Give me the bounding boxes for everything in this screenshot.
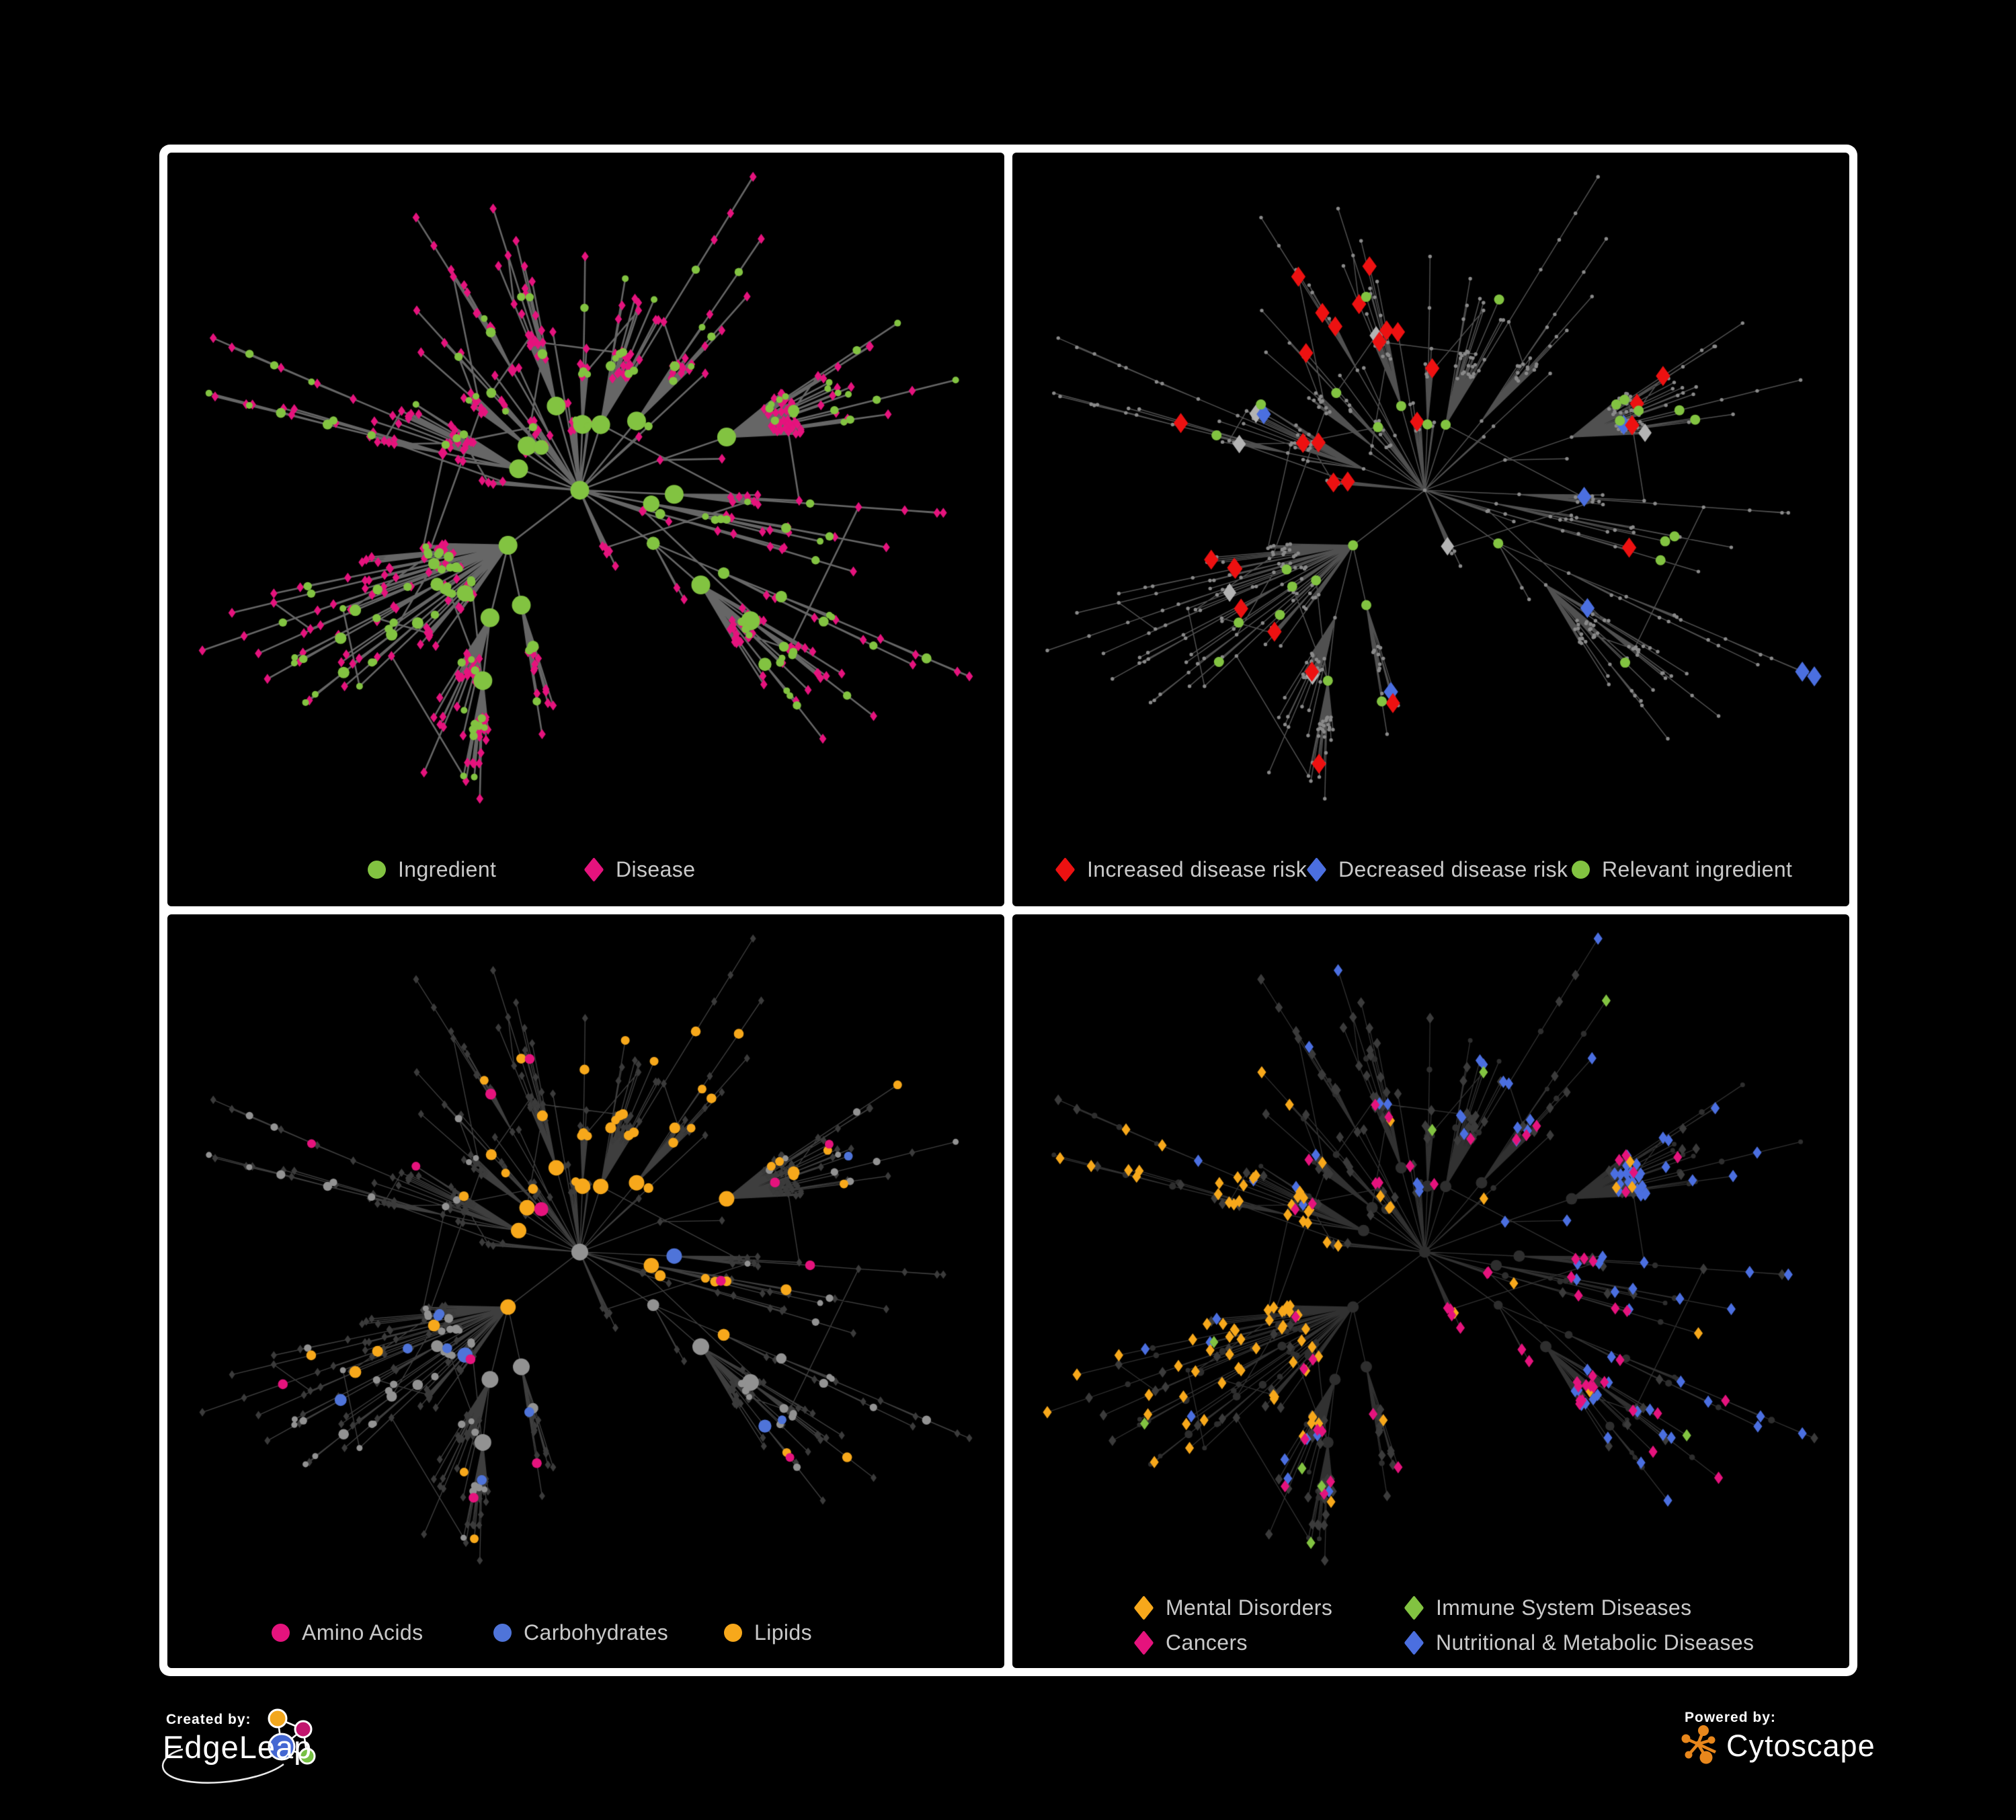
panel-nutrient-classes: Amino Acids Carbohydrates Lipids	[167, 914, 1004, 1668]
carbohydrates-circle-swatch	[493, 1623, 512, 1642]
legend-item-lipids: Lipids	[724, 1619, 812, 1646]
increased-risk-diamond-swatch	[1055, 857, 1076, 882]
powered-by-label: Powered by:	[1685, 1710, 1776, 1725]
edgeleap-swoosh	[161, 1748, 284, 1784]
cancers-diamond-swatch	[1133, 1630, 1154, 1655]
mental-disorders-diamond-swatch	[1133, 1595, 1154, 1620]
legend-item-increased-risk: Increased disease risk	[1055, 856, 1307, 883]
legend-item-relevant-ingredient: Relevant ingredient	[1572, 856, 1792, 883]
panel-disease-risk: Increased disease risk Decreased disease…	[1012, 153, 1849, 906]
edgeleap-wordmark: EdgeLeap	[163, 1729, 312, 1765]
legend-item-cancers: Cancers	[1133, 1629, 1248, 1656]
legend-item-mental-disorders: Mental Disorders	[1133, 1594, 1333, 1621]
edgeleap-logo: EdgeLeap	[161, 1708, 316, 1784]
cytoscape-wordmark: Cytoscape	[1726, 1729, 1876, 1763]
legend-label: Nutritional & Metabolic Diseases	[1436, 1630, 1755, 1655]
network-canvas-disease-classes	[1012, 914, 1849, 1668]
relevant-ingredient-circle-swatch	[1572, 860, 1590, 879]
legend-item-carbohydrates: Carbohydrates	[493, 1619, 668, 1646]
legend-label: Relevant ingredient	[1602, 857, 1793, 881]
legend-label: Carbohydrates	[524, 1620, 669, 1645]
panel-ingredient-disease: Ingredient Disease	[167, 153, 1004, 906]
figure-frame: Ingredient Disease Increased disease ris…	[159, 145, 1857, 1676]
disease-diamond-swatch	[583, 857, 604, 882]
cytoscape-logo: Cytoscape	[1681, 1725, 1876, 1767]
network-canvas-disease-risk	[1012, 153, 1849, 906]
legend-label: Decreased disease risk	[1338, 857, 1568, 881]
legend-label: Ingredient	[398, 857, 497, 881]
network-canvas-nutrient-classes	[167, 914, 1004, 1668]
nutritional-diseases-diamond-swatch	[1404, 1630, 1424, 1655]
created-by-label: Created by:	[166, 1712, 251, 1727]
legend-item-ingredient: Ingredient	[368, 856, 496, 883]
legend-label: Disease	[616, 857, 696, 881]
immune-diseases-diamond-swatch	[1404, 1595, 1424, 1620]
ingredient-circle-swatch	[368, 860, 386, 879]
amino-acids-circle-swatch	[272, 1623, 290, 1642]
legend-item-amino-acids: Amino Acids	[272, 1619, 423, 1646]
legend-label: Immune System Diseases	[1436, 1595, 1692, 1620]
legend-label: Increased disease risk	[1087, 857, 1307, 881]
legend-item-disease: Disease	[583, 856, 696, 883]
lipids-circle-swatch	[724, 1623, 742, 1642]
edgeleap-orange-node	[268, 1708, 288, 1729]
legend-item-immune-system-diseases: Immune System Diseases	[1404, 1594, 1691, 1621]
legend-label: Mental Disorders	[1166, 1595, 1333, 1620]
cytoscape-icon	[1681, 1725, 1716, 1764]
edgeleap-blue-node	[268, 1733, 296, 1761]
network-canvas-ingredient-disease	[167, 153, 1004, 906]
legend-label: Amino Acids	[302, 1620, 424, 1645]
edgeleap-pink-node	[294, 1720, 313, 1739]
legend-label: Cancers	[1166, 1630, 1248, 1655]
legend-label: Lipids	[754, 1620, 813, 1645]
legend-item-decreased-risk: Decreased disease risk	[1306, 856, 1568, 883]
cytoscape-icon-nodes	[1681, 1725, 1716, 1764]
edgeleap-green-node	[298, 1747, 316, 1765]
decreased-risk-diamond-swatch	[1306, 857, 1327, 882]
panel-disease-classes: Mental Disorders Immune System Diseases …	[1012, 914, 1849, 1668]
legend-item-nutritional-metabolic-diseases: Nutritional & Metabolic Diseases	[1404, 1629, 1754, 1656]
